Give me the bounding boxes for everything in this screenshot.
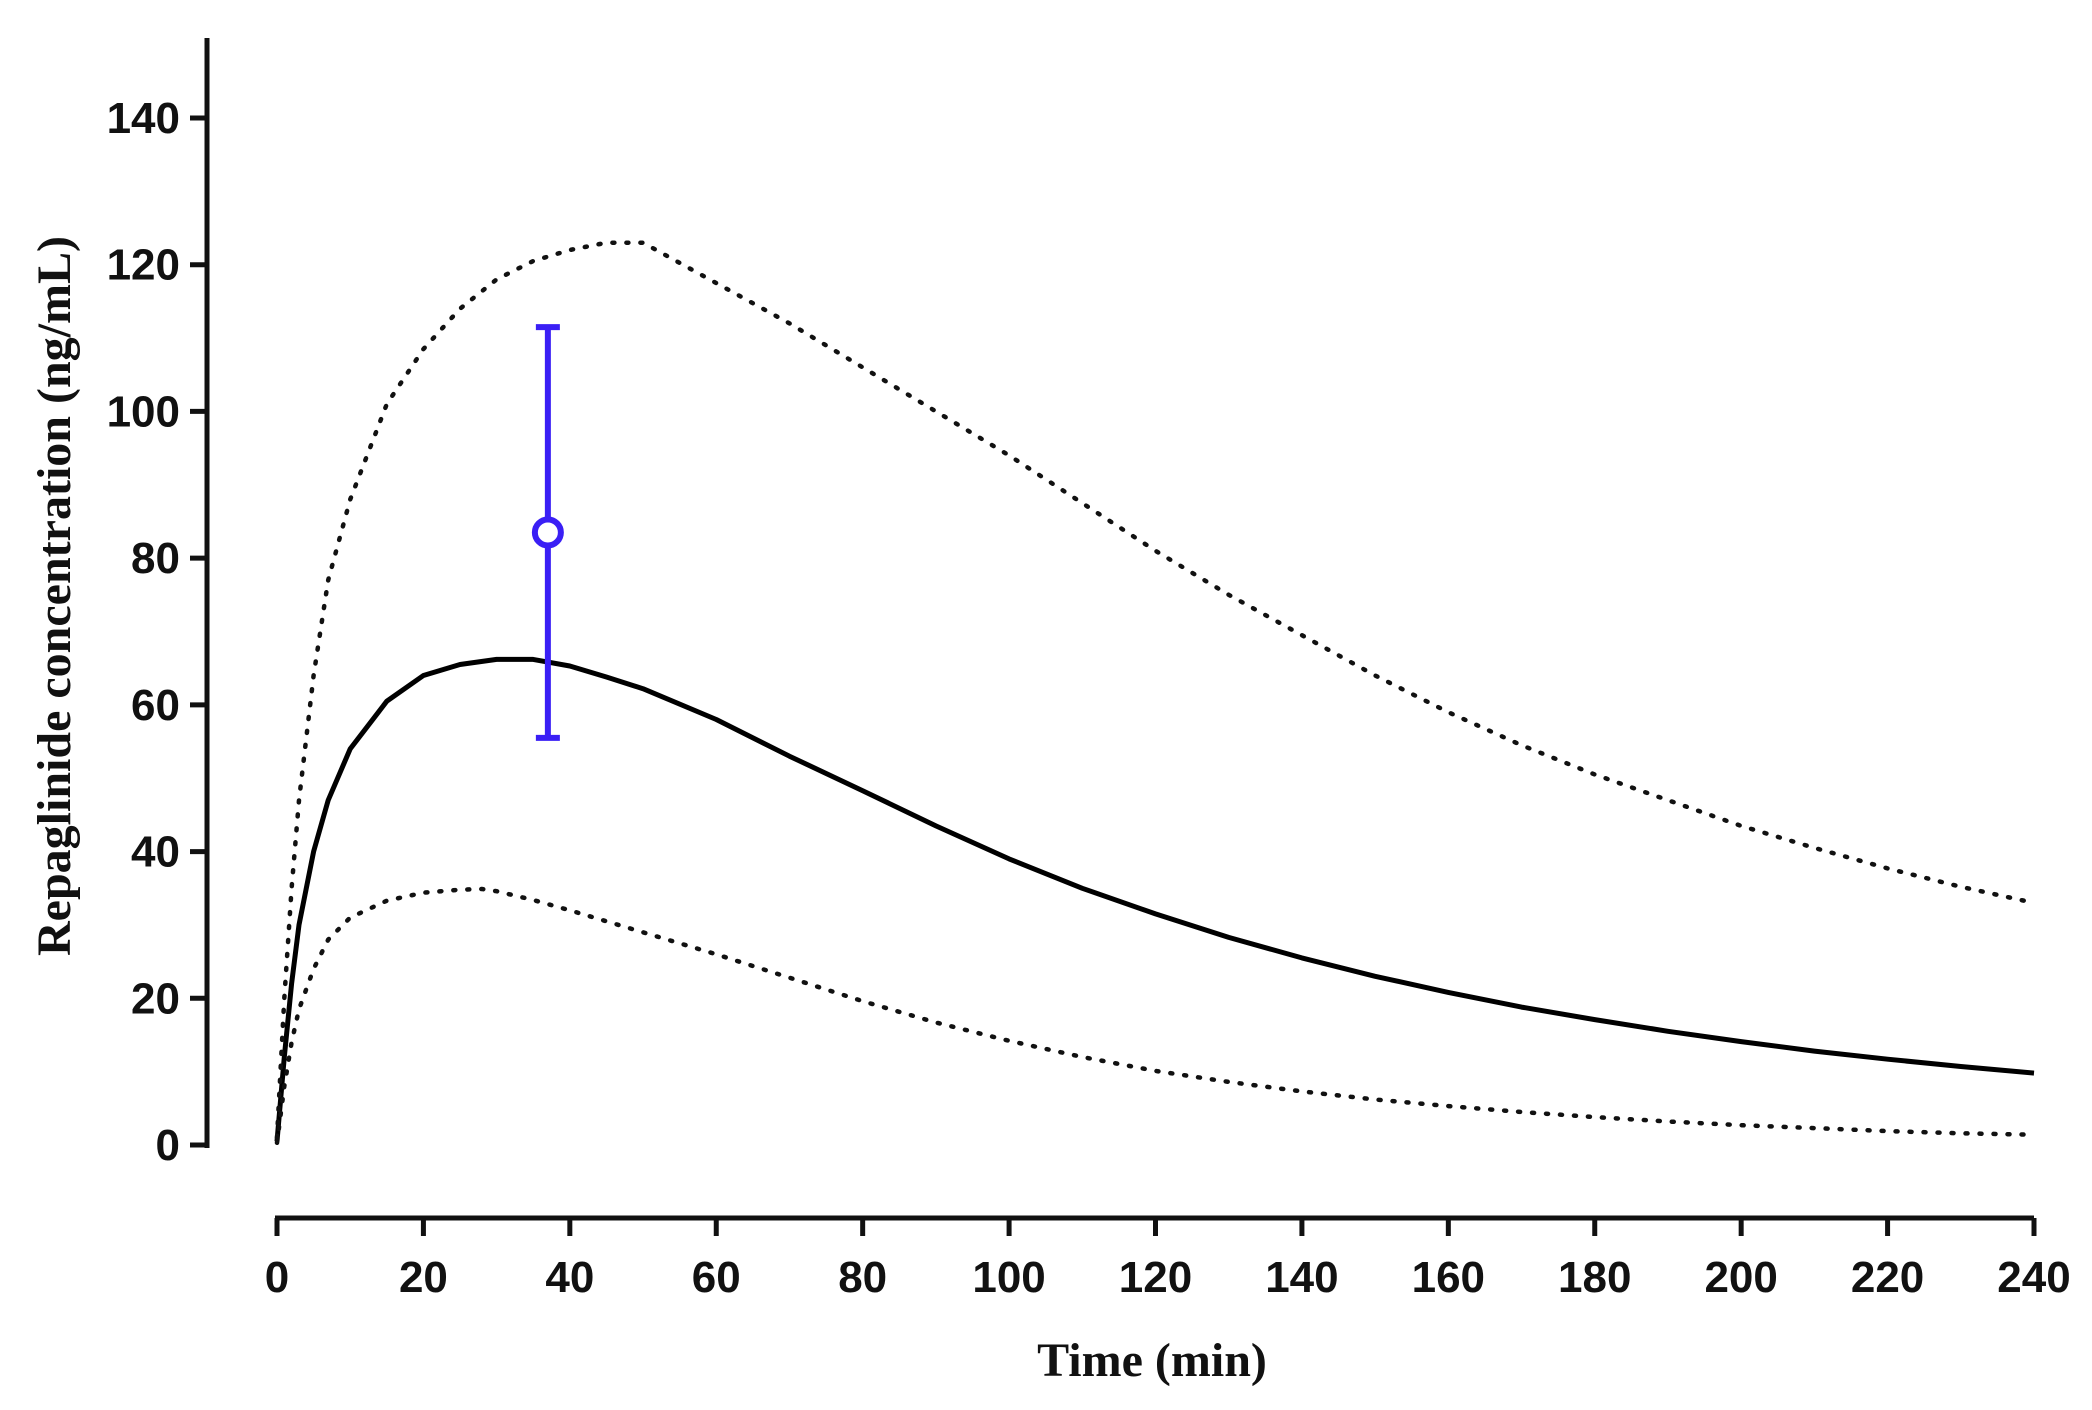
- x-tick-label: 120: [1119, 1253, 1192, 1302]
- x-tick-label: 40: [545, 1253, 594, 1302]
- x-tick-label: 220: [1851, 1253, 1924, 1302]
- series-layer: [274, 240, 2037, 1146]
- x-tick-label: 100: [972, 1253, 1045, 1302]
- y-tick-label: 60: [131, 681, 180, 730]
- x-axis-title: Time (min): [1037, 1334, 1267, 1387]
- lower-prediction-bound-line: [274, 886, 2037, 1146]
- y-axis-title: Repaglinide concentration (ng/mL): [28, 236, 81, 956]
- observed-layer: [531, 324, 564, 741]
- x-tick-label: 20: [399, 1253, 448, 1302]
- y-tick-label: 0: [156, 1121, 180, 1170]
- y-tick-label: 20: [131, 974, 180, 1023]
- x-ticks: 0 20 40 60 80 100 120 140 160 180 200 220 240: [265, 1218, 2071, 1302]
- upper-prediction-bound-line: [274, 240, 2037, 1140]
- y-axis: 0 20 40 60 80 100 120 140: [107, 38, 210, 1170]
- median-prediction-line: [274, 656, 2035, 1142]
- x-tick-label: 60: [692, 1253, 741, 1302]
- x-tick-label: 80: [838, 1253, 887, 1302]
- x-tick-label: 180: [1558, 1253, 1631, 1302]
- y-tick-label: 80: [131, 534, 180, 583]
- x-axis: 0 20 40 60 80 100 120 140 160 180 200 220 240: [265, 1215, 2071, 1302]
- x-tick-label: 240: [1997, 1253, 2070, 1302]
- x-tick-label: 160: [1412, 1253, 1485, 1302]
- x-tick-label: 200: [1704, 1253, 1777, 1302]
- observed-point: [531, 516, 564, 549]
- y-tick-label: 120: [107, 241, 180, 290]
- y-tick-label: 100: [107, 387, 180, 436]
- x-tick-label: 140: [1265, 1253, 1338, 1302]
- y-tick-label: 40: [131, 828, 180, 877]
- y-ticks: 0 20 40 60 80 100 120 140: [107, 94, 207, 1170]
- x-tick-label: 0: [265, 1253, 289, 1302]
- y-tick-label: 140: [107, 94, 180, 143]
